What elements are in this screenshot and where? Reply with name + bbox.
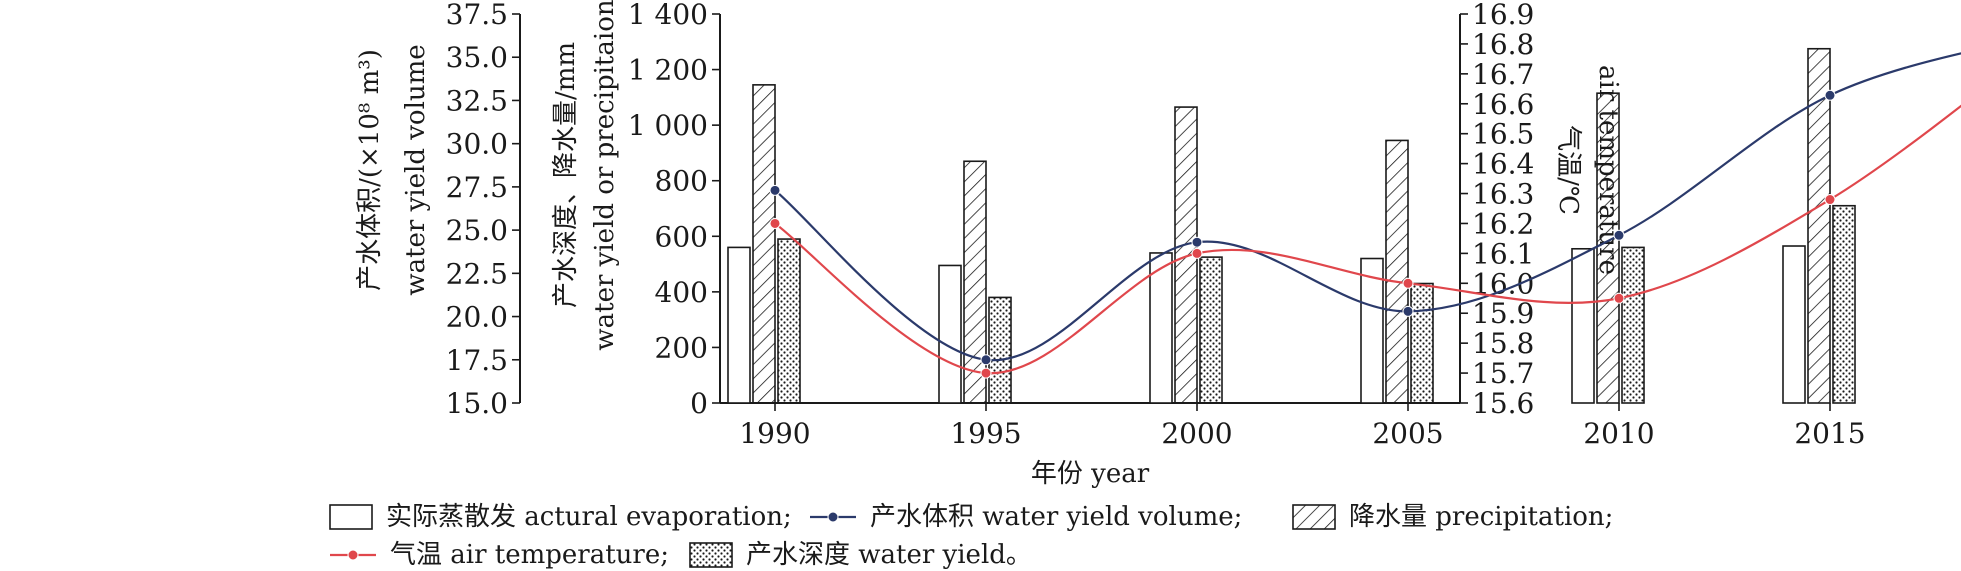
depth-axis-tick-label: 600 [655,220,708,253]
volume-axis-tick-label: 15.0 [446,387,508,420]
air-temperature-point [1402,277,1414,289]
air-temperature-point [769,217,781,229]
water-yield-volume-point [1613,229,1625,241]
lines-layer [769,52,1961,379]
x-axis-tick-label: 1990 [739,417,810,450]
bar-empty [727,246,751,404]
depth-axis-tick-label: 1 000 [628,109,708,142]
volume-axis-tick-label: 35.0 [446,41,508,74]
bar-hatch [963,160,987,404]
volume-axis-tick-label: 30.0 [446,128,508,161]
temperature-axis-tick-label: 16.3 [1472,178,1534,211]
legend-swatch-box-hatch [1292,504,1336,530]
volume-axis-tick-label: 32.5 [446,84,508,117]
volume-axis-tick-label: 20.0 [446,301,508,334]
x-axis-tick-label: 2010 [1583,417,1654,450]
legend-item-label: 实际蒸散发 actural evaporation; [386,502,792,532]
volume-axis-title-en: water yield volume [401,44,431,295]
water-yield-volume-point [769,184,781,196]
bar-dots [1621,246,1645,404]
bar-dots [1832,204,1856,404]
temperature-axis-title-cn: 气温/℃ [1553,125,1583,215]
temperature-axis-tick-label: 16.5 [1472,118,1534,151]
legend-item-label: 产水体积 water yield volume; [870,502,1242,532]
temperature-axis-tick-label: 15.7 [1472,357,1534,390]
depth-axis-tick-label: 1 400 [628,0,708,31]
air-temperature-point [1191,247,1203,259]
bar-hatch [1596,92,1620,404]
legend: 实际蒸散发 actural evaporation; 产水体积 water yie… [329,502,1613,570]
temperature-axis-tick-label: 15.9 [1472,297,1534,330]
bar-hatch [1807,47,1831,404]
bar-dots [1199,256,1223,404]
water-yield-volume-point [1824,89,1836,101]
depth-axis-tick-label: 1 200 [628,54,708,87]
air-temperature-point [1824,194,1836,206]
bar-hatch [752,84,776,404]
temperature-axis-tick-label: 16.0 [1472,267,1534,300]
x-axis-title: 年份 year [1031,459,1150,489]
bar-dots [1410,282,1434,404]
temperature-axis-tick-label: 15.6 [1472,387,1534,420]
bars-layer [727,47,1856,404]
legend-swatch-box-dots [689,542,733,568]
temperature-axis-tick-label: 16.2 [1472,207,1534,240]
volume-axis-tick-label: 17.5 [446,344,508,377]
air-temperature-point [1613,292,1625,304]
depth-axis-title-cn: 产水深度、降水量/mm [551,42,581,308]
bar-hatch [1385,139,1409,404]
bar-empty [938,264,962,404]
legend-swatch-line-navy-marker [827,511,839,523]
water-yield-volume-point [1191,236,1203,248]
depth-axis-tick-label: 200 [655,331,708,364]
volume-axis-tick-label: 27.5 [446,171,508,204]
temperature-axis-tick-label: 15.8 [1472,327,1534,360]
water-yield-volume-point [980,354,992,366]
temperature-axis-tick-label: 16.7 [1472,58,1534,91]
depth-axis-title-en: water yield or precipitaion [590,0,620,351]
air-temperature-point [980,367,992,379]
bar-empty [1149,252,1173,404]
temperature-axis-tick-label: 16.6 [1472,88,1534,121]
x-axis-tick-label: 2015 [1794,417,1865,450]
axes-layer: 15.0 17.5 20.0 22.5 25.0 27.5 30.0 32.5 35.0 37.5… [355,0,1866,489]
volume-axis-tick-label: 22.5 [446,257,508,290]
bar-dots [988,296,1012,404]
legend-item-label: 气温 air temperature; [390,540,669,570]
x-axis-tick-label: 2000 [1161,417,1232,450]
temperature-axis-tick-label: 16.8 [1472,28,1534,61]
depth-axis-tick-label: 0 [690,387,708,420]
legend-item-label: 降水量 precipitation; [1349,502,1613,532]
bar-empty [1782,245,1806,404]
volume-axis-tick-label: 25.0 [446,214,508,247]
legend-swatch-line-red-marker [347,549,359,561]
volume-axis-tick-label: 37.5 [446,0,508,31]
x-axis-tick-label: 2005 [1372,417,1443,450]
temperature-axis-tick-label: 16.4 [1472,148,1534,181]
water-yield-volume-point [1402,305,1414,317]
depth-axis-tick-label: 400 [655,276,708,309]
temperature-axis-tick-label: 16.1 [1472,237,1534,270]
legend-swatch-box-empty [329,504,373,530]
volume-axis-title-cn: 产水体积/(×10⁸ m³) [355,49,385,291]
temperature-axis-tick-label: 16.9 [1472,0,1534,31]
x-axis-tick-label: 1995 [950,417,1021,450]
legend-item-label: 产水深度 water yield。 [746,540,1032,570]
depth-axis-tick-label: 800 [655,165,708,198]
bar-empty [1360,257,1384,404]
bar-empty [1571,247,1595,404]
bar-dots [777,238,801,404]
